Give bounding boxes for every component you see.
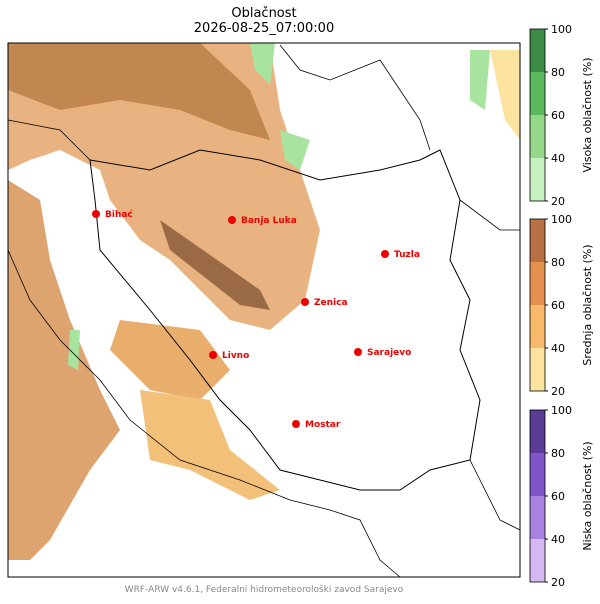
color-band (530, 496, 545, 539)
tick-label: 40 (551, 152, 565, 165)
tick-label: 20 (551, 195, 565, 208)
color-band (530, 453, 545, 496)
tick-label: 80 (551, 256, 565, 269)
cloud-area (490, 50, 520, 140)
tick-label: 60 (551, 490, 565, 503)
city-label: Tuzla (394, 250, 420, 260)
colorbar-label: Srednja oblačnost (%) (581, 244, 594, 365)
city-label: Mostar (305, 420, 341, 430)
cloud-area (140, 390, 280, 500)
tick-label: 60 (551, 299, 565, 312)
color-band (530, 305, 545, 348)
color-band (530, 539, 545, 582)
color-band (530, 348, 545, 391)
color-band (530, 410, 545, 453)
city-label: Bihać (105, 209, 133, 220)
colorbars: 20 40 60 80 100 Visoka oblačnost (%) 20 40 60 80 1… (529, 23, 594, 589)
color-band (530, 262, 545, 305)
city-label: Livno (222, 351, 249, 361)
tick-label: 100 (551, 213, 572, 226)
city-label: Sarajevo (367, 348, 411, 358)
color-band (530, 158, 545, 201)
city-marker (354, 348, 362, 356)
city-marker (381, 250, 389, 258)
tick-label: 40 (551, 533, 565, 546)
color-band (530, 72, 545, 115)
map-frame (7, 42, 521, 578)
subtitle: 2026-08-25_07:00:00 (194, 21, 334, 36)
color-band (530, 29, 545, 72)
tick-label: 80 (551, 447, 565, 460)
cities: Bihać Banja Luka Tuzla Zenica Livno Sarajevo M… (92, 209, 420, 430)
border (89, 149, 481, 491)
color-band (530, 115, 545, 158)
tick-label: 100 (551, 23, 572, 36)
title: Oblačnost (231, 6, 296, 21)
tick-label: 20 (551, 385, 565, 398)
cloud-area (8, 43, 270, 140)
city-marker (92, 210, 100, 218)
border (7, 44, 521, 578)
tick-label: 60 (551, 109, 565, 122)
city-marker (301, 298, 309, 306)
city-label: Zenica (314, 298, 348, 308)
map (7, 42, 521, 578)
tick-label: 80 (551, 66, 565, 79)
tick-label: 100 (551, 404, 572, 417)
tick-label: 40 (551, 342, 565, 355)
colorbar-label: Visoka oblačnost (%) (581, 57, 594, 172)
colorbar-label: Niska oblačnost (%) (581, 441, 594, 550)
tick-label: 20 (551, 576, 565, 589)
cloud-area (110, 320, 230, 400)
city-marker (209, 351, 217, 359)
city-label: Banja Luka (241, 216, 297, 226)
city-marker (292, 420, 300, 428)
color-band (530, 219, 545, 262)
city-marker (228, 216, 236, 224)
footer: WRF-ARW v4.6.1, Federalni hidrometeorolo… (125, 584, 404, 595)
cloud-area (160, 220, 270, 310)
cloud-area (8, 180, 120, 560)
